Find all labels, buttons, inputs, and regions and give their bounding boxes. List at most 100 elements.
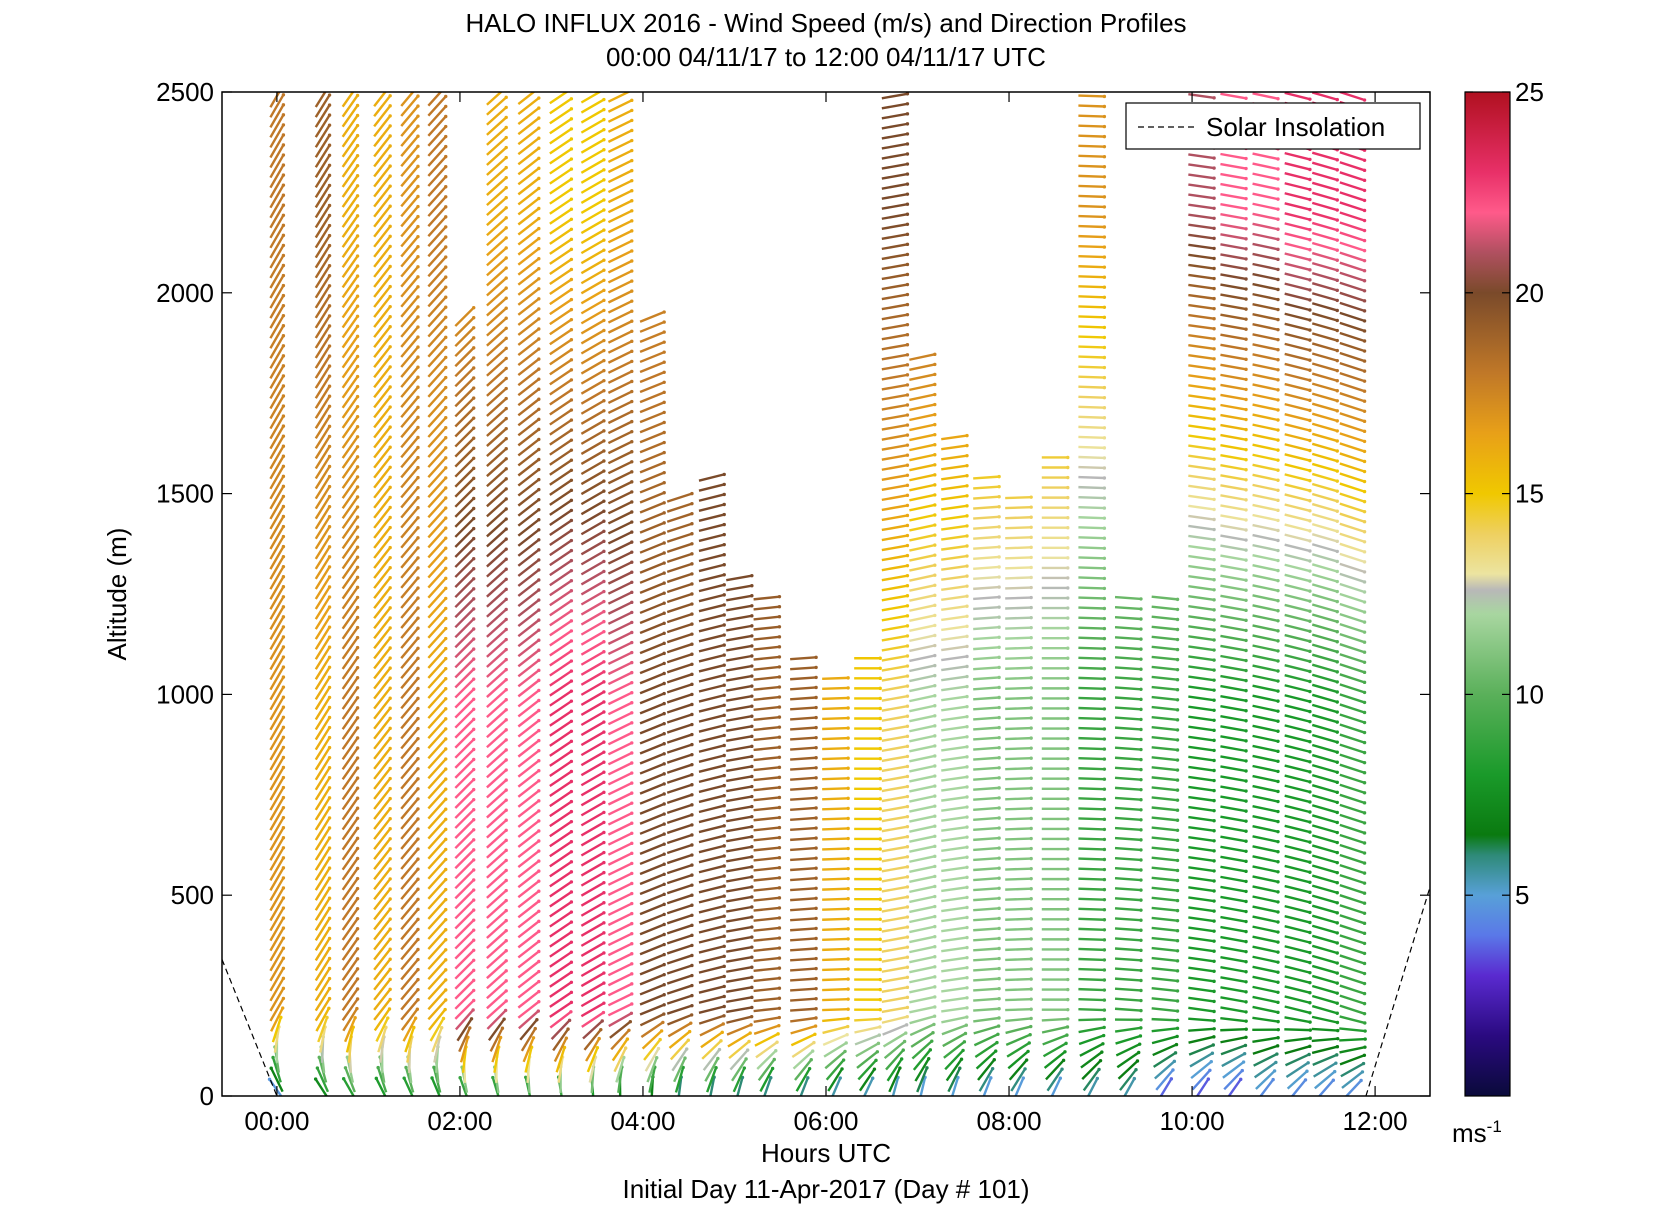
wind-vector-head (905, 302, 910, 307)
wind-vector (973, 826, 1000, 832)
wind-vector-head (388, 786, 392, 791)
wind-vector-head (1244, 367, 1248, 372)
wind-vector (973, 897, 1000, 902)
wind-vector (1078, 997, 1105, 1002)
wind-vector (973, 736, 1000, 741)
wind-vector-head (281, 755, 286, 760)
wind-vector (454, 959, 475, 980)
wind-vector (314, 556, 331, 580)
wind-vector-head (387, 1007, 392, 1011)
wind-vector-head (327, 635, 332, 639)
wind-vector (373, 627, 392, 650)
wind-vector (341, 265, 359, 289)
wind-vector (341, 415, 359, 439)
wind-vector-head (472, 396, 476, 400)
wind-vector-head (327, 766, 332, 770)
wind-vector (580, 128, 605, 144)
wind-vector-head (1066, 907, 1070, 911)
wind-vector-head (281, 936, 286, 940)
wind-vector (314, 144, 331, 168)
wind-vector (607, 781, 633, 796)
wind-vector (341, 516, 359, 540)
wind-vector-head (602, 238, 606, 242)
wind-vector (427, 617, 447, 639)
wind-vector (1188, 263, 1215, 270)
wind-vector-head (1102, 596, 1107, 601)
wind-vector-head (997, 997, 1001, 1001)
wind-vector (549, 750, 573, 767)
wind-vector (269, 455, 285, 480)
wind-vector (639, 863, 665, 876)
wind-vector (454, 909, 475, 930)
wind-vector-head (444, 345, 448, 350)
wind-vector-head (630, 440, 634, 444)
wind-vector (486, 297, 508, 317)
wind-vector (1078, 435, 1105, 440)
wind-vector-head (444, 897, 448, 902)
wind-vector (1078, 837, 1105, 841)
wind-vector (941, 645, 968, 652)
wind-vector (827, 1068, 844, 1092)
wind-vector (427, 426, 447, 448)
wind-vector (1078, 917, 1105, 921)
wind-vector-head (1061, 1058, 1066, 1063)
wind-vector-head (997, 685, 1001, 690)
wind-vector (790, 1016, 817, 1023)
wind-vector (736, 1077, 744, 1096)
wind-vector-head (662, 872, 666, 876)
wind-vector (1114, 646, 1142, 651)
wind-vector-head (1139, 747, 1143, 752)
wind-vector (549, 1010, 572, 1029)
wind-vector (314, 285, 331, 309)
wind-vector-head (662, 922, 666, 927)
wind-vector (1114, 836, 1142, 842)
wind-vector (1151, 966, 1178, 973)
wind-vector (580, 600, 605, 616)
wind-vector (941, 504, 968, 511)
wind-vector (1220, 182, 1247, 190)
wind-vector (753, 796, 780, 802)
wind-vector-head (602, 429, 606, 433)
wind-vector-head (1276, 709, 1280, 713)
wind-vector (1220, 534, 1247, 542)
wind-vector (726, 684, 753, 692)
wind-vector-head (875, 1050, 880, 1054)
wind-vector (1151, 766, 1178, 772)
wind-vector (1078, 656, 1105, 660)
wind-vector (790, 686, 817, 691)
wind-vector (941, 1015, 968, 1024)
wind-vector-head (355, 123, 360, 128)
wind-vector (549, 519, 573, 537)
wind-vector (973, 907, 1000, 912)
wind-vector-head (504, 196, 508, 200)
wind-vector (726, 604, 753, 612)
wind-vector-head (997, 645, 1001, 650)
wind-vector (1195, 1078, 1210, 1096)
wind-vector-head (355, 404, 360, 409)
wind-vector-head (965, 714, 969, 719)
wind-vector-head (1175, 667, 1180, 672)
wind-vector-head (1066, 997, 1070, 1002)
wind-vector-head (537, 337, 541, 341)
wind-vector-head (1276, 1000, 1280, 1005)
wind-vector (427, 788, 447, 810)
wind-vector (549, 629, 573, 647)
wind-vector (881, 544, 908, 552)
wind-vector (549, 680, 573, 697)
wind-vector (269, 867, 285, 891)
wind-vector-head (630, 419, 634, 424)
wind-vector-head (444, 988, 448, 992)
wind-vector-head (444, 626, 448, 631)
wind-vector-head (569, 599, 574, 603)
wind-vector-head (388, 505, 392, 510)
wind-vector (400, 386, 419, 408)
wind-vector (973, 877, 1000, 882)
wind-vector (1005, 897, 1032, 901)
wind-vector-head (472, 496, 476, 501)
wind-vector-head (662, 350, 666, 354)
wind-vector (974, 1041, 998, 1059)
wind-vector-head (416, 997, 420, 1002)
wind-vector-head (933, 633, 937, 638)
wind-vector-head (537, 578, 541, 582)
wind-vector-head (1212, 507, 1216, 512)
